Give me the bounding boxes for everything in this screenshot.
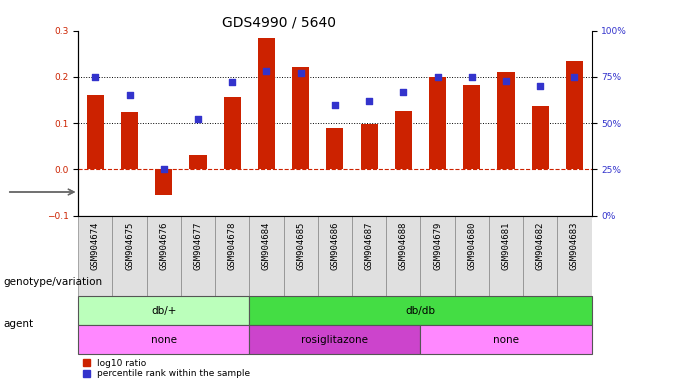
Text: GSM904678: GSM904678 — [228, 222, 237, 270]
FancyBboxPatch shape — [147, 215, 181, 296]
FancyBboxPatch shape — [78, 215, 112, 296]
Point — [432, 74, 443, 80]
Text: GSM904686: GSM904686 — [330, 222, 339, 270]
Point — [226, 79, 238, 86]
Text: db/+: db/+ — [151, 306, 176, 316]
Bar — [224, 97, 241, 169]
FancyBboxPatch shape — [558, 215, 592, 296]
Point — [364, 98, 375, 104]
Text: none: none — [493, 335, 519, 345]
Text: GSM904674: GSM904674 — [91, 222, 100, 270]
Text: GSM904685: GSM904685 — [296, 222, 305, 270]
FancyBboxPatch shape — [489, 215, 523, 296]
Point — [261, 68, 272, 74]
Point — [466, 74, 477, 80]
Bar — [292, 67, 309, 169]
Text: GSM904684: GSM904684 — [262, 222, 271, 270]
FancyBboxPatch shape — [78, 296, 250, 325]
FancyBboxPatch shape — [523, 215, 558, 296]
Bar — [498, 72, 515, 169]
Text: genotype/variation: genotype/variation — [3, 277, 103, 287]
Point — [569, 74, 580, 80]
FancyBboxPatch shape — [386, 215, 420, 296]
FancyBboxPatch shape — [215, 215, 250, 296]
Bar — [395, 111, 412, 169]
FancyBboxPatch shape — [250, 296, 592, 325]
Text: agent: agent — [3, 319, 33, 329]
Text: GDS4990 / 5640: GDS4990 / 5640 — [222, 16, 336, 30]
FancyBboxPatch shape — [352, 215, 386, 296]
Bar — [360, 124, 377, 169]
Bar — [87, 95, 104, 169]
Text: rosiglitazone: rosiglitazone — [301, 335, 369, 345]
Text: none: none — [151, 335, 177, 345]
Bar — [429, 77, 446, 169]
Text: GSM904687: GSM904687 — [364, 222, 373, 270]
FancyBboxPatch shape — [420, 215, 455, 296]
Bar — [121, 112, 138, 169]
Bar — [532, 106, 549, 169]
Text: GSM904679: GSM904679 — [433, 222, 442, 270]
Text: GSM904683: GSM904683 — [570, 222, 579, 270]
Point — [124, 92, 135, 98]
Text: db/db: db/db — [405, 306, 435, 316]
Bar — [258, 38, 275, 169]
Point — [534, 83, 545, 89]
Text: GSM904682: GSM904682 — [536, 222, 545, 270]
Point — [500, 78, 511, 84]
Text: GSM904680: GSM904680 — [467, 222, 476, 270]
FancyBboxPatch shape — [284, 215, 318, 296]
FancyBboxPatch shape — [112, 215, 147, 296]
FancyBboxPatch shape — [78, 325, 250, 354]
Bar — [566, 61, 583, 169]
FancyBboxPatch shape — [250, 325, 420, 354]
FancyBboxPatch shape — [455, 215, 489, 296]
FancyBboxPatch shape — [318, 215, 352, 296]
Text: GSM904676: GSM904676 — [159, 222, 168, 270]
Point — [158, 166, 169, 172]
FancyBboxPatch shape — [181, 215, 215, 296]
Bar — [155, 169, 172, 195]
Bar — [190, 156, 207, 169]
Text: GSM904675: GSM904675 — [125, 222, 134, 270]
Point — [295, 70, 306, 76]
Bar — [326, 128, 343, 169]
Point — [398, 89, 409, 95]
FancyBboxPatch shape — [420, 325, 592, 354]
Point — [329, 102, 340, 108]
Legend: log10 ratio, percentile rank within the sample: log10 ratio, percentile rank within the … — [83, 359, 250, 379]
Bar — [463, 85, 480, 169]
FancyBboxPatch shape — [250, 215, 284, 296]
Text: GSM904677: GSM904677 — [194, 222, 203, 270]
Text: GSM904681: GSM904681 — [502, 222, 511, 270]
Point — [192, 116, 203, 122]
Text: GSM904688: GSM904688 — [399, 222, 408, 270]
Point — [90, 74, 101, 80]
